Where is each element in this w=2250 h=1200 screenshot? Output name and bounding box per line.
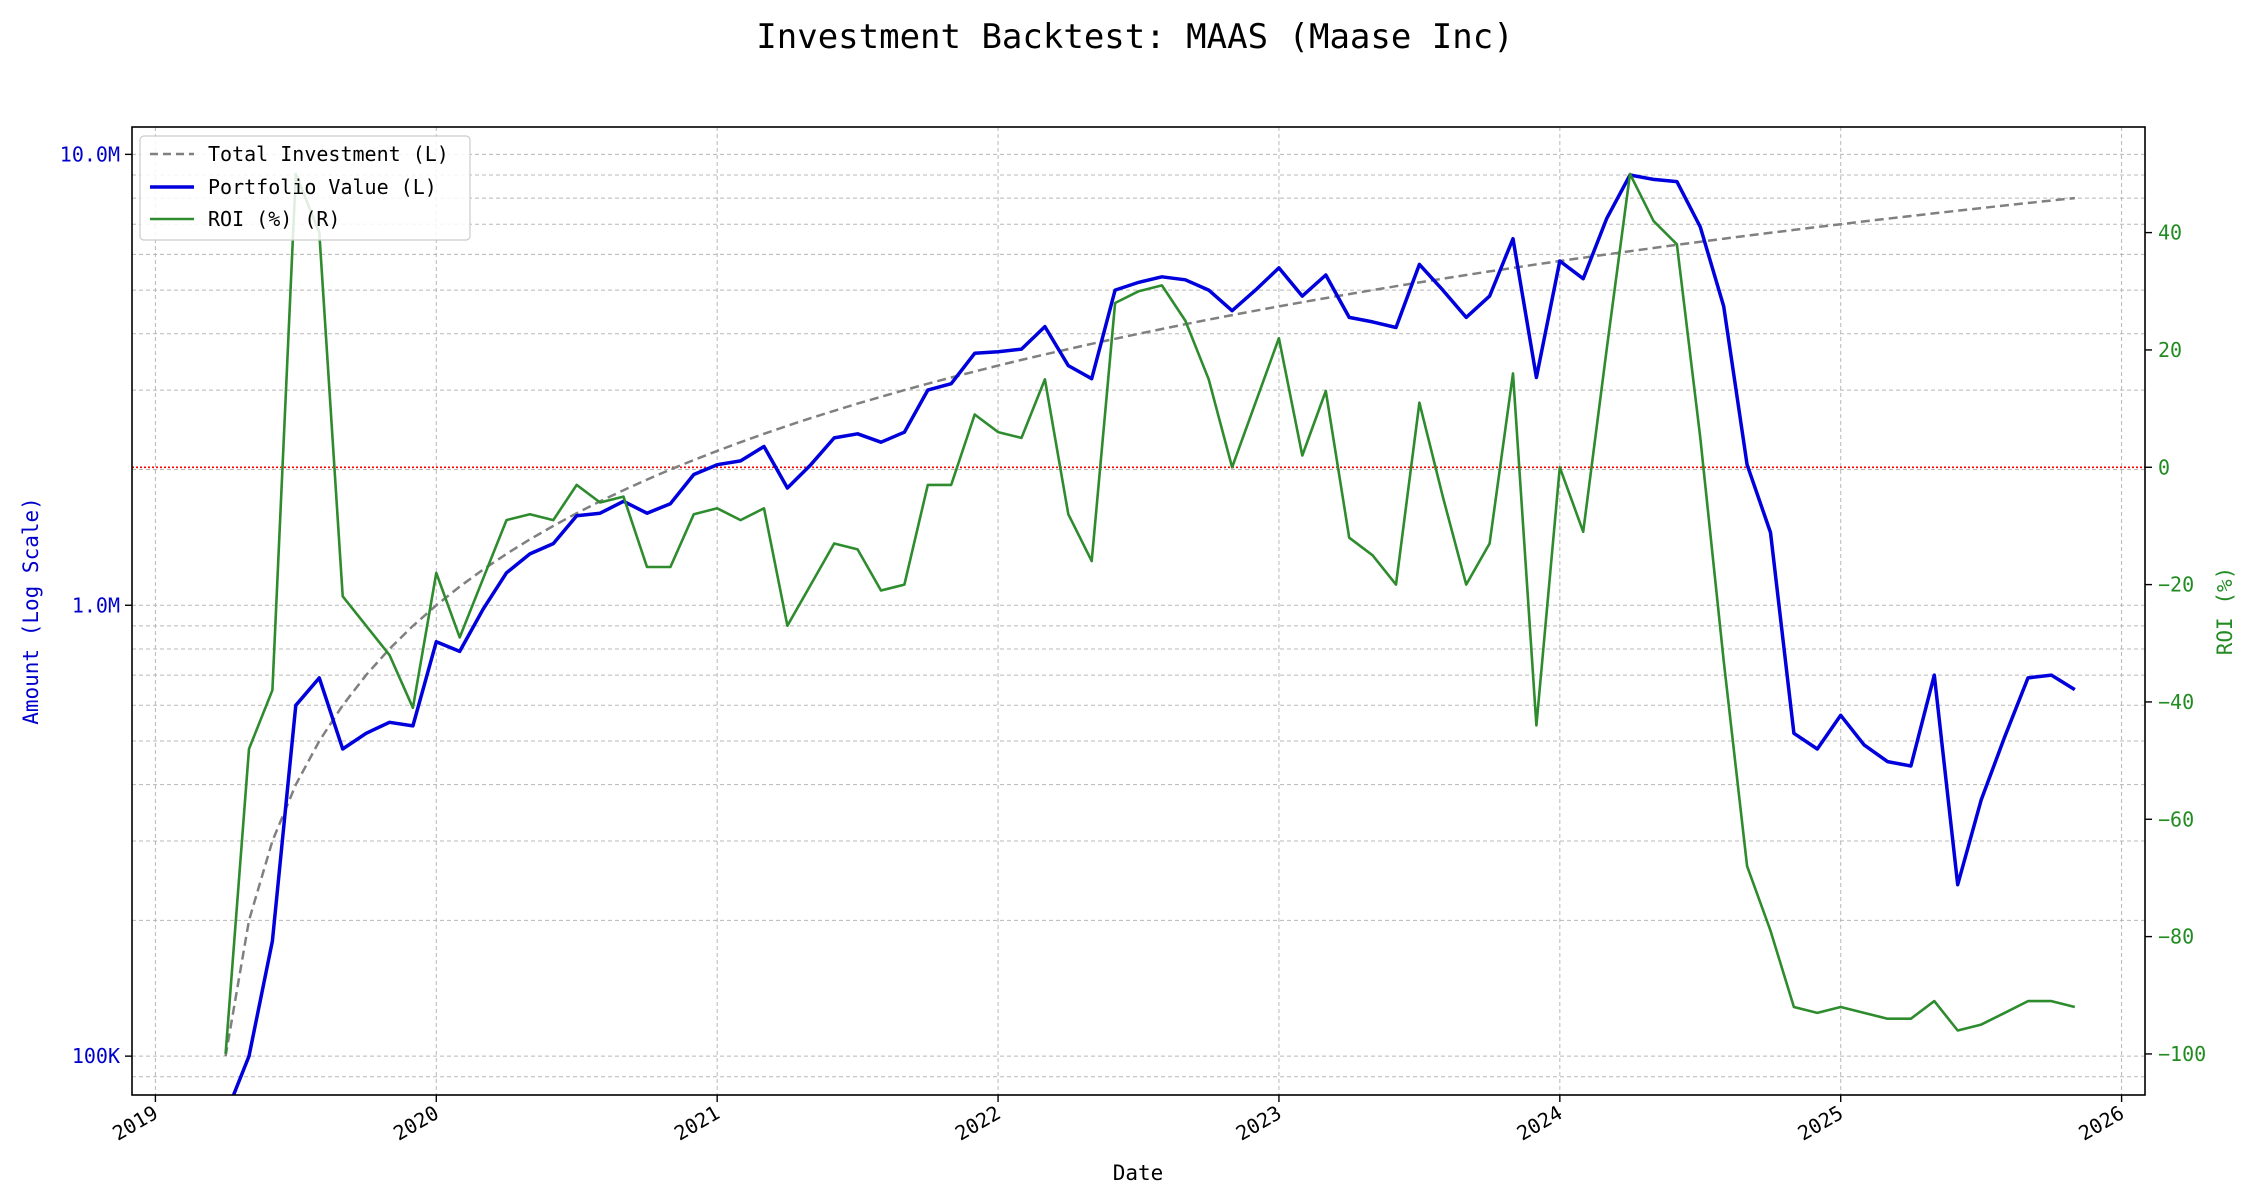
x-tick-label: 2021	[670, 1101, 724, 1146]
left-axis: 100K 1.0M 10.0M	[60, 142, 132, 1068]
plot-frame	[131, 126, 2146, 1096]
right-axis: −100 −80 −60 −40 −20 0 20 40	[2145, 221, 2206, 1066]
chart-title: Investment Backtest: MAAS (Maase Inc)	[756, 17, 1513, 57]
right-tick-label: 0	[2158, 455, 2170, 479]
right-tick-label: 20	[2158, 338, 2182, 362]
right-tick-label: 40	[2158, 221, 2182, 245]
grid	[132, 127, 2145, 1095]
series-line-roi	[224, 172, 2076, 1054]
legend-label-total-investment: Total Investment (L)	[208, 142, 449, 166]
legend-label-portfolio-value: Portfolio Value (L)	[208, 175, 437, 199]
legend: Total Investment (L) Portfolio Value (L)…	[139, 135, 471, 241]
series-line-portfolio-value	[231, 173, 2076, 1095]
right-tick-label: −60	[2158, 807, 2194, 831]
x-axis-label: Date	[1113, 1161, 1164, 1185]
right-tick-label: −100	[2158, 1042, 2206, 1066]
x-tick-label: 2019	[108, 1101, 162, 1146]
x-tick-label: 2022	[951, 1101, 1005, 1146]
right-axis-label: ROI (%)	[2213, 567, 2237, 656]
left-tick-label: 1.0M	[72, 593, 120, 617]
x-tick-label: 2020	[389, 1101, 443, 1146]
left-tick-label: 10.0M	[60, 142, 120, 166]
x-tick-label: 2023	[1232, 1101, 1286, 1146]
x-axis: 2019 2020 2021 2022 2023 2024 2025 2026	[108, 1095, 2128, 1145]
series-layer	[224, 172, 2076, 1095]
x-tick-label: 2026	[2074, 1101, 2128, 1146]
x-tick-label: 2025	[1793, 1101, 1847, 1146]
left-axis-label: Amount (Log Scale)	[19, 497, 43, 725]
legend-label-roi: ROI (%) (R)	[208, 207, 340, 231]
series-line-total-investment	[224, 196, 2075, 1057]
right-tick-label: −40	[2158, 690, 2194, 714]
right-tick-label: −80	[2158, 925, 2194, 949]
x-tick-label: 2024	[1513, 1101, 1567, 1146]
legend-box	[139, 135, 471, 241]
left-tick-label: 100K	[72, 1044, 120, 1068]
right-tick-label: −20	[2158, 573, 2194, 597]
